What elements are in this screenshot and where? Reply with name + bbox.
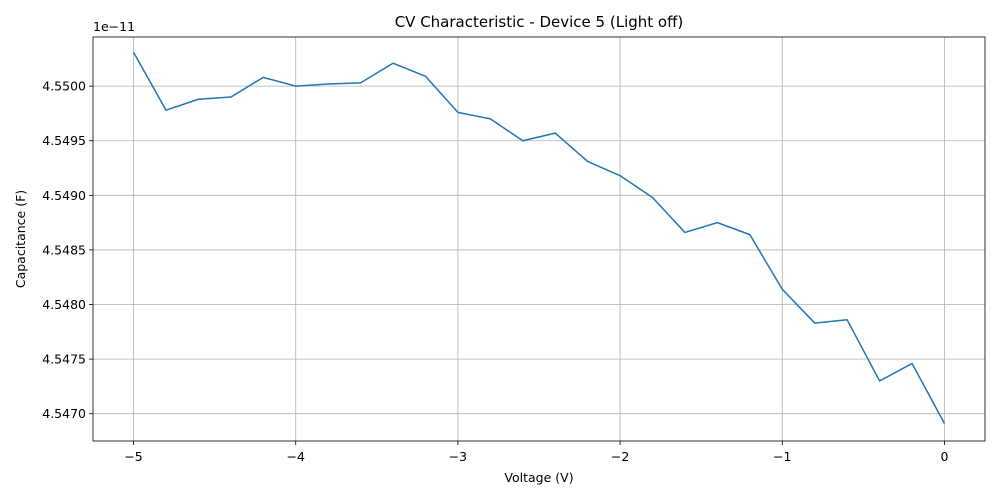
y-tick-label: 4.5480 <box>42 297 86 312</box>
x-axis-label: Voltage (V) <box>504 470 573 485</box>
x-tick-label: −3 <box>449 449 467 464</box>
series-layer <box>132 51 946 424</box>
y-tick-label: 4.5500 <box>42 79 86 94</box>
tick-layer: −5 −4 −3 −2 −1 0 4.5470 4.5475 4.5480 4.5485 4.549… <box>42 79 948 464</box>
y-tick-label: 4.5470 <box>42 406 86 421</box>
x-tick-label: −4 <box>287 449 305 464</box>
chart-title: CV Characteristic - Device 5 (Light off) <box>395 13 684 31</box>
x-tick-label: −5 <box>124 449 142 464</box>
y-tick-label: 4.5495 <box>42 133 86 148</box>
y-tick-label: 4.5490 <box>42 188 86 203</box>
x-tick-label: 0 <box>940 449 948 464</box>
y-tick-label: 4.5475 <box>42 352 86 367</box>
plot-frame <box>92 36 986 442</box>
y-tick-label: 4.5485 <box>42 242 86 257</box>
grid-layer <box>93 37 985 441</box>
y-offset-text: 1e−11 <box>93 19 135 34</box>
x-tick-label: −1 <box>773 449 791 464</box>
y-axis-label: Capacitance (F) <box>13 190 28 288</box>
series-line-0 <box>132 51 946 424</box>
x-tick-label: −2 <box>611 449 629 464</box>
